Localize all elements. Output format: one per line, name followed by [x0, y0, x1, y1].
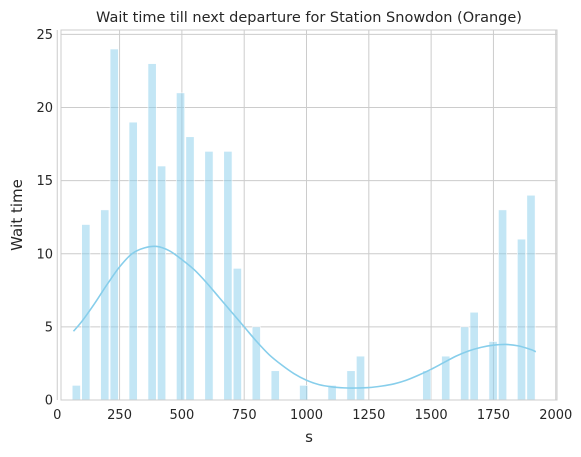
histogram-bar: [100, 209, 110, 401]
histogram-bar: [526, 194, 536, 401]
histogram-bar: [460, 326, 470, 401]
histogram-bar: [498, 209, 507, 401]
histogram-bar: [204, 151, 214, 401]
histogram-bar: [109, 48, 119, 401]
x-tick-label: 250: [107, 408, 132, 423]
histogram-bar: [517, 238, 526, 401]
y-tick-label: 15: [36, 174, 53, 189]
x-tick-label: 0: [53, 408, 61, 423]
y-tick-label: 25: [36, 28, 53, 43]
histogram-bar: [223, 151, 233, 401]
grid-lines: [56, 30, 557, 401]
kde-curve: [72, 245, 537, 389]
histogram-bar: [270, 370, 280, 401]
histogram-bar: [128, 121, 138, 401]
histogram-bar: [147, 63, 157, 401]
x-axis-ticks: 0 250 500 750 1000 1250 1500 1750 2000: [53, 408, 572, 423]
y-tick-label: 20: [36, 101, 53, 116]
histogram-bars: [71, 48, 536, 401]
y-tick-label: 5: [45, 320, 53, 335]
x-tick-label: 1500: [415, 408, 448, 423]
histogram-bar: [488, 341, 498, 401]
x-tick-label: 750: [232, 408, 257, 423]
y-axis-label: Wait time: [8, 179, 26, 251]
histogram-bar: [422, 370, 432, 401]
x-tick-label: 1750: [477, 408, 510, 423]
x-tick-label: 2000: [539, 408, 572, 423]
x-axis-label: s: [305, 428, 313, 446]
x-tick-label: 1000: [290, 408, 323, 423]
y-axis-ticks: 0 5 10 15 20 25: [36, 28, 53, 409]
histogram-bar: [356, 355, 365, 401]
histogram-bar: [469, 311, 479, 401]
histogram-bar: [232, 268, 242, 401]
y-tick-label: 0: [45, 394, 53, 409]
histogram-bar: [346, 370, 356, 401]
y-tick-label: 10: [36, 247, 53, 262]
x-tick-label: 500: [169, 408, 194, 423]
x-tick-label: 1250: [352, 408, 385, 423]
histogram-bar: [71, 385, 81, 401]
histogram-bar: [299, 385, 309, 401]
histogram-bar: [176, 92, 185, 401]
plot-frame: [60, 29, 558, 401]
histogram-bar: [157, 165, 167, 401]
chart-title: Wait time till next departure for Statio…: [96, 10, 522, 26]
